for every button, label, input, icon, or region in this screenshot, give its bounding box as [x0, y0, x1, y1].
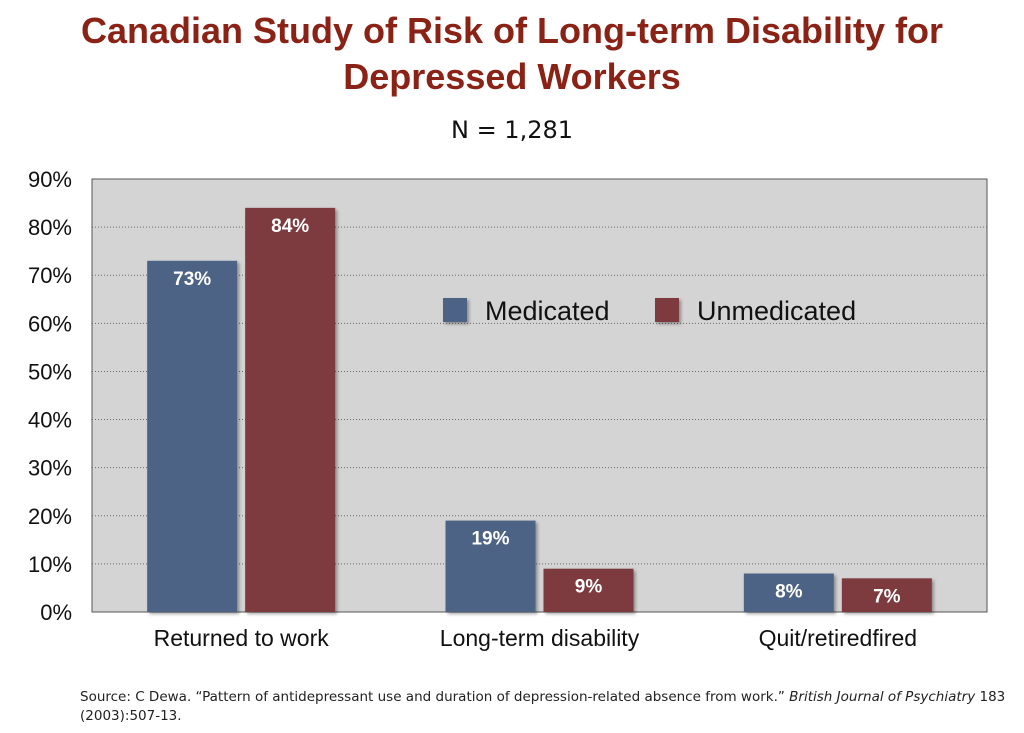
plot-area [91, 178, 988, 613]
source-details: 183 (2003):507-13. [80, 689, 1006, 724]
source-citation: Source: C Dewa. “Pattern of antidepressa… [80, 688, 1010, 726]
bar [147, 260, 238, 612]
legend-label: Medicated [485, 296, 610, 326]
bar-data-label: 7% [873, 586, 901, 607]
bar-data-label: 19% [471, 529, 509, 550]
legend-swatch [655, 298, 679, 322]
legend-swatch [443, 298, 467, 322]
chart-title-line-2: Depressed Workers [343, 56, 681, 97]
bar [743, 573, 834, 612]
chart-title-line-1: Canadian Study of Risk of Long-term Disa… [80, 10, 944, 51]
source-journal: British Journal of Psychiatry [789, 689, 976, 705]
chart-title: Canadian Study of Risk of Long-term Disa… [0, 8, 1024, 100]
chart-subtitle: N = 1,281 [450, 116, 574, 144]
x-tick-label: Returned to work [154, 625, 330, 651]
bar [543, 568, 634, 612]
bar [841, 578, 932, 612]
y-tick-label: 60% [28, 311, 72, 336]
legend-label: Unmedicated [697, 296, 856, 326]
bar [445, 520, 536, 612]
y-tick-label: 50% [28, 359, 72, 384]
y-tick-label: 20% [28, 504, 72, 529]
y-tick-label: 10% [28, 552, 72, 577]
y-tick-label: 70% [28, 263, 72, 288]
bar-data-label: 73% [173, 269, 211, 290]
x-tick-label: Quit/retiredfired [759, 625, 918, 651]
x-tick-label: Long-term disability [440, 625, 640, 651]
bar-data-label: 9% [575, 577, 603, 598]
bar-data-label: 84% [271, 216, 309, 237]
source-text: Source: C Dewa. “Pattern of antidepressa… [80, 689, 790, 705]
y-tick-label: 40% [28, 408, 72, 433]
y-tick-label: 30% [28, 456, 72, 481]
y-tick-label: 0% [40, 600, 72, 625]
bar-data-label: 8% [775, 582, 803, 603]
y-tick-label: 90% [28, 167, 72, 192]
bar [245, 207, 336, 612]
y-tick-label: 80% [28, 215, 72, 240]
